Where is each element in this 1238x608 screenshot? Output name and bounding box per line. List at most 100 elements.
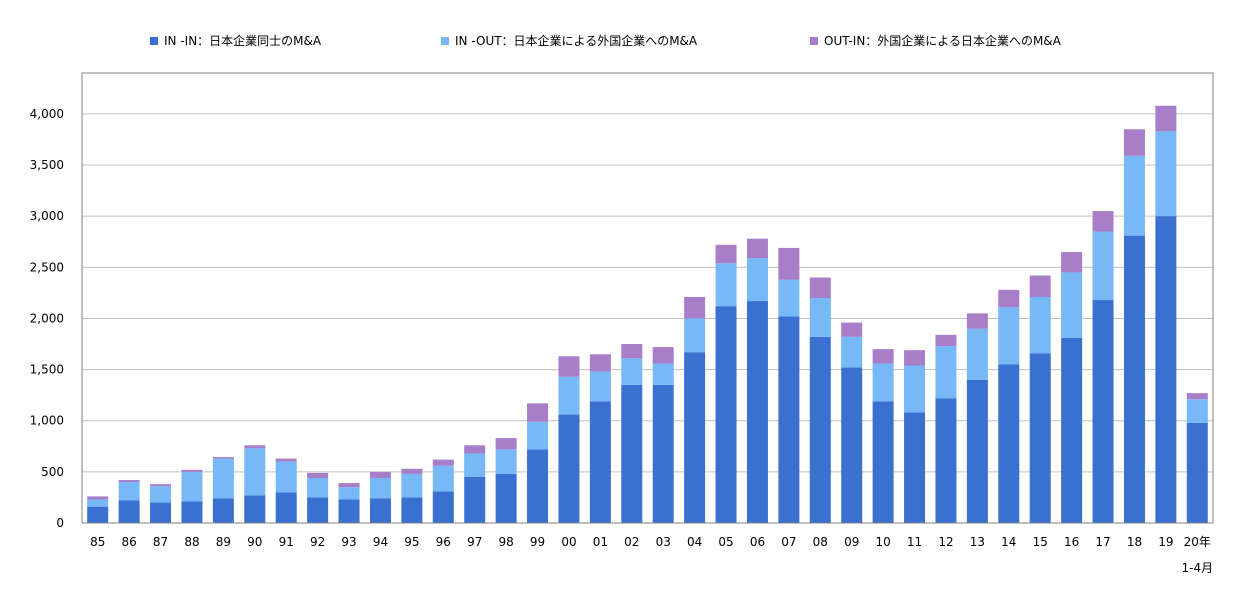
x-tick-label: 02 (624, 535, 639, 549)
legend-label: OUT-IN：外国企業による日本企業へのM&A (824, 33, 1062, 48)
bar-segment-series-1 (181, 501, 203, 523)
bar-segment-series-2 (841, 336, 863, 368)
y-tick-label: 1,500 (30, 363, 64, 377)
bar-segment-series-2 (684, 318, 706, 353)
bar-segment-series-3 (1186, 393, 1208, 400)
bar-segment-series-1 (464, 476, 486, 523)
y-tick-label: 0 (56, 516, 64, 530)
legend-swatch (150, 37, 158, 45)
bar-segment-series-1 (966, 379, 988, 523)
bar-segment-series-2 (118, 482, 140, 501)
bar-segment-series-1 (212, 498, 234, 523)
bar-segment-series-2 (966, 328, 988, 380)
x-tick-label: 13 (970, 535, 985, 549)
bar-segment-series-2 (527, 421, 549, 450)
bar-segment-series-3 (652, 347, 674, 364)
bar-segment-series-3 (369, 471, 391, 478)
bar-segment-series-2 (1123, 155, 1145, 236)
bar-segment-series-2 (369, 478, 391, 499)
bar-segment-series-3 (150, 484, 172, 487)
bar-segment-series-3 (464, 445, 486, 454)
bar-segment-series-2 (1092, 231, 1114, 301)
x-tick-label: 86 (121, 535, 136, 549)
bar-segment-series-2 (338, 487, 360, 500)
bar-segment-series-2 (746, 258, 768, 302)
bar-segment-series-3 (966, 313, 988, 329)
x-tick-label: 05 (718, 535, 733, 549)
bar-segment-series-1 (1092, 300, 1114, 523)
bar-segment-series-1 (746, 301, 768, 523)
bar-segment-series-3 (118, 480, 140, 483)
bar-segment-series-1 (841, 367, 863, 523)
bar-segment-series-3 (558, 356, 580, 377)
x-tick-label: 16 (1064, 535, 1079, 549)
y-tick-label: 2,500 (30, 260, 64, 274)
bar-segment-series-3 (715, 244, 737, 264)
bar-segment-series-3 (684, 296, 706, 319)
x-tick-label: 15 (1033, 535, 1048, 549)
bar-segment-series-1 (495, 473, 517, 523)
bar-segment-series-3 (809, 277, 831, 298)
y-tick-label: 1,000 (30, 414, 64, 428)
bar-segment-series-1 (872, 401, 894, 523)
x-tick-label: 89 (216, 535, 231, 549)
x-tick-label: 99 (530, 535, 545, 549)
x-tick-label: 04 (687, 535, 702, 549)
x-tick-label: 17 (1095, 535, 1110, 549)
bar-segment-series-3 (401, 468, 423, 474)
x-tick-label: 93 (341, 535, 356, 549)
legend-swatch (441, 37, 449, 45)
x-axis: 85 86 87 88 89 90 91 92 93 94 95 96 97 98 99 00 01 02 03 04… (90, 535, 1213, 575)
bar-segment-series-2 (181, 471, 203, 502)
x-tick-label: 09 (844, 535, 859, 549)
bar-segment-series-3 (746, 238, 768, 259)
x-tick-label: 06 (750, 535, 765, 549)
bar-segment-series-1 (935, 398, 957, 523)
y-tick-label: 3,000 (30, 209, 64, 223)
bar-segment-series-3 (338, 483, 360, 488)
bar-segment-series-3 (841, 322, 863, 337)
x-tick-label: 18 (1127, 535, 1142, 549)
x-tick-label: 19 (1158, 535, 1173, 549)
bar-segment-series-3 (212, 457, 234, 459)
bar-segment-series-2 (809, 298, 831, 337)
bar-segment-series-1 (1155, 216, 1177, 523)
bar-segment-series-1 (589, 401, 611, 523)
bar-segment-series-2 (904, 365, 926, 413)
legend-label: IN -OUT：日本企業による外国企業へのM&A (455, 33, 698, 48)
x-tick-label: 03 (656, 535, 671, 549)
x-tick-label: 08 (813, 535, 828, 549)
bar-segment-series-1 (1123, 235, 1145, 523)
bar-segment-series-2 (778, 279, 800, 317)
bar-segment-series-1 (275, 492, 297, 523)
legend-label: IN -IN：日本企業同士のM&A (164, 33, 322, 48)
bar-segment-series-2 (558, 376, 580, 415)
x-tick-label: 97 (467, 535, 482, 549)
bar-segment-series-3 (872, 349, 894, 364)
bar-segment-series-3 (589, 354, 611, 372)
x-tick-label: 92 (310, 535, 325, 549)
bar-segment-series-2 (872, 363, 894, 402)
bar-segment-series-1 (684, 352, 706, 523)
bar-segment-series-2 (1061, 272, 1083, 338)
bar-segment-series-1 (369, 498, 391, 523)
bar-segment-series-3 (244, 445, 266, 449)
bar-segment-series-3 (904, 350, 926, 366)
y-axis: 0 500 1,000 1,500 2,000 2,500 3,000 3,500 4,000 (30, 107, 64, 530)
bar-segment-series-3 (495, 438, 517, 450)
bar-segment-series-1 (401, 497, 423, 523)
bar-segment-series-2 (1155, 131, 1177, 217)
bar-segment-series-2 (935, 346, 957, 399)
bar-segment-series-1 (558, 414, 580, 523)
x-tick-label: 98 (498, 535, 513, 549)
x-tick-label: 11 (907, 535, 922, 549)
bar-segment-series-3 (1061, 251, 1083, 273)
bar-segment-series-3 (1155, 105, 1177, 132)
bar-segment-series-1 (338, 499, 360, 523)
x-tick-label: 94 (373, 535, 388, 549)
bar-segment-series-3 (1029, 275, 1051, 297)
bar-segment-series-2 (150, 486, 172, 503)
bar-segment-series-2 (495, 449, 517, 474)
y-tick-label: 2,000 (30, 311, 64, 325)
x-tick-label: 07 (781, 535, 796, 549)
